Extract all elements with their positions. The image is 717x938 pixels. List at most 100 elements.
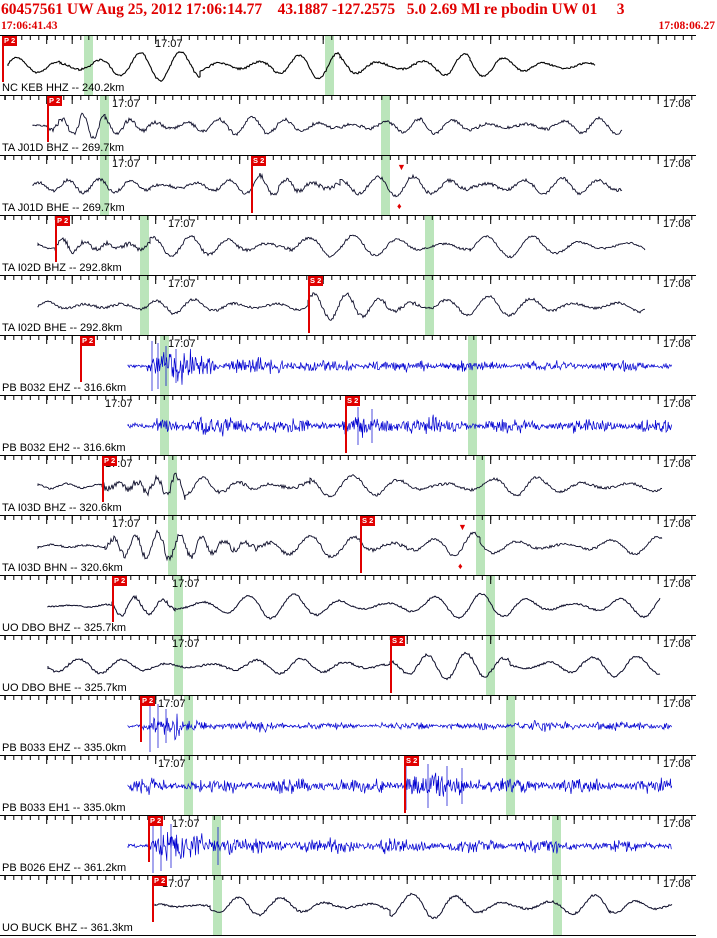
seismogram-panel[interactable]: 17:07 17:08 TA I02D BHE -- 292.8km S 2 — [0, 275, 696, 335]
station-label: TA I03D BHZ -- 320.6km — [2, 502, 122, 514]
phase-pick-flag[interactable]: P 2 — [148, 816, 164, 826]
phase-pick-flag[interactable]: P 2 — [47, 96, 63, 106]
waveform-trace[interactable] — [0, 696, 695, 755]
predicted-arrival-band — [100, 156, 109, 215]
waveform-trace[interactable] — [0, 456, 695, 515]
phase-pick-flag[interactable]: S 2 — [345, 396, 361, 406]
seismogram-panel[interactable]: 17:07 17:08 TA I03D BHN -- 320.6km S 2 ▼ ♦ — [0, 515, 696, 575]
seismogram-panel[interactable]: 17:07 17:08 UO BUCK BHZ -- 361.3km P 2 — [0, 875, 696, 935]
waveform-trace[interactable] — [0, 816, 695, 875]
phase-pick-line[interactable] — [404, 756, 406, 813]
window-end-time: 17:08:06.27 — [658, 20, 715, 32]
waveform-trace[interactable] — [0, 36, 695, 95]
phase-pick-flag[interactable]: P 2 — [152, 876, 168, 886]
phase-pick-flag[interactable]: S 2 — [360, 516, 376, 526]
station-label: PB B033 EH1 -- 335.0km — [2, 802, 126, 814]
time-label-left: 17:07 — [168, 278, 196, 290]
phase-pick-line[interactable] — [47, 96, 49, 142]
station-label: PB B026 EHZ -- 361.2km — [2, 862, 127, 874]
phase-pick-line[interactable] — [80, 336, 82, 382]
predicted-arrival-band — [100, 96, 109, 155]
predicted-arrival-band — [84, 36, 93, 95]
predicted-arrival-band — [476, 456, 485, 515]
phase-pick-flag[interactable]: P 2 — [80, 336, 96, 346]
time-label-left: 17:07 — [172, 818, 200, 830]
time-label-left: 17:07 — [172, 638, 200, 650]
phase-pick-line[interactable] — [390, 636, 392, 693]
seismogram-panel[interactable]: 17:07 17:08 TA I02D BHZ -- 292.8km P 2 — [0, 215, 696, 275]
seismogram-panel[interactable]: 17:07 17:08 PB B033 EH1 -- 335.0km S 2 — [0, 755, 696, 815]
phase-pick-line[interactable] — [140, 696, 142, 742]
time-label-right: 17:08 — [663, 578, 691, 590]
time-label-right: 17:08 — [663, 758, 691, 770]
time-label-left: 17:07 — [112, 98, 140, 110]
station-label: UO DBO BHE -- 325.7km — [2, 682, 127, 694]
waveform-trace[interactable] — [0, 636, 695, 695]
waveform-trace[interactable] — [0, 576, 695, 635]
waveform-trace[interactable] — [0, 336, 695, 395]
amplitude-mark-icon: ♦ — [397, 201, 402, 211]
waveform-trace[interactable] — [0, 156, 695, 215]
phase-pick-line[interactable] — [251, 156, 253, 213]
seismogram-panel[interactable]: 17:07 17:08 TA J01D BHZ -- 269.7km P 2 — [0, 95, 696, 155]
phase-pick-line[interactable] — [112, 576, 114, 622]
predicted-arrival-band — [168, 456, 177, 515]
seismogram-panel[interactable]: 17:07 NC KEB HHZ -- 240.2km P 2 — [0, 35, 696, 95]
phase-pick-flag[interactable]: P 2 — [102, 456, 118, 466]
time-label-left: 17:07 — [158, 758, 186, 770]
phase-pick-line[interactable] — [152, 876, 154, 922]
seismogram-panel[interactable]: 17:07 17:08 PB B032 EHZ -- 316.6km P 2 — [0, 335, 696, 395]
window-start-time: 17:06:41.43 — [1, 20, 58, 32]
time-label-left: 17:07 — [168, 338, 196, 350]
predicted-arrival-band — [506, 696, 515, 755]
phase-pick-line[interactable] — [2, 36, 4, 82]
phase-pick-line[interactable] — [55, 216, 57, 262]
seismogram-panel[interactable]: 17:07 17:08 UO DBO BHZ -- 325.7km P 2 — [0, 575, 696, 635]
waveform-trace[interactable] — [0, 516, 695, 575]
phase-pick-line[interactable] — [148, 816, 150, 862]
predicted-arrival-band — [553, 876, 562, 935]
phase-pick-line[interactable] — [308, 276, 310, 333]
seismogram-panel[interactable]: 17:07 17:08 TA I03D BHZ -- 320.6km P 2 — [0, 455, 696, 515]
phase-pick-flag[interactable]: P 2 — [140, 696, 156, 706]
phase-pick-flag[interactable]: P 2 — [2, 36, 18, 46]
seismogram-panel[interactable]: 17:07 17:08 TA J01D BHE -- 269.7km S 2 ▼ ♦ — [0, 155, 696, 215]
phase-pick-line[interactable] — [345, 396, 347, 453]
time-label-left: 17:07 — [168, 218, 196, 230]
predicted-arrival-band — [381, 96, 390, 155]
predicted-arrival-band — [174, 576, 183, 635]
event-header: 60457561 UW Aug 25, 2012 17:06:14.77 43.… — [1, 1, 625, 18]
phase-pick-flag[interactable]: S 2 — [251, 156, 267, 166]
time-label-right: 17:08 — [663, 158, 691, 170]
phase-pick-line[interactable] — [360, 516, 362, 573]
waveform-trace[interactable] — [0, 216, 695, 275]
time-label-right: 17:08 — [663, 638, 691, 650]
phase-pick-flag[interactable]: P 2 — [112, 576, 128, 586]
station-label: PB B032 EH2 -- 316.6km — [2, 442, 126, 454]
seismogram-panel[interactable]: 17:07 17:08 UO DBO BHE -- 325.7km S 2 — [0, 635, 696, 695]
station-label: TA I02D BHZ -- 292.8km — [2, 262, 122, 274]
phase-pick-line[interactable] — [102, 456, 104, 502]
seismogram-panel[interactable]: 17:07 17:08 PB B032 EH2 -- 316.6km S 2 — [0, 395, 696, 455]
amplitude-mark-icon: ▼ — [397, 162, 406, 172]
time-label-left: 17:07 — [155, 38, 183, 50]
predicted-arrival-band — [213, 876, 222, 935]
predicted-arrival-band — [506, 756, 515, 815]
phase-pick-flag[interactable]: S 2 — [404, 756, 420, 766]
predicted-arrival-band — [486, 576, 495, 635]
seismogram-panel[interactable]: 17:07 17:08 PB B026 EHZ -- 361.2km P 2 — [0, 815, 696, 875]
phase-pick-flag[interactable]: S 2 — [308, 276, 324, 286]
waveform-trace[interactable] — [0, 96, 695, 155]
waveform-trace[interactable] — [0, 276, 695, 335]
waveform-trace[interactable] — [0, 876, 695, 935]
waveform-trace[interactable] — [0, 396, 695, 455]
phase-pick-flag[interactable]: P 2 — [55, 216, 71, 226]
panel-list: 17:07 NC KEB HHZ -- 240.2km P 2 17:07 17… — [0, 35, 696, 936]
amplitude-mark-icon: ♦ — [458, 561, 463, 571]
waveform-trace[interactable] — [0, 756, 695, 815]
time-label-left: 17:07 — [105, 398, 133, 410]
predicted-arrival-band — [174, 636, 183, 695]
phase-pick-flag[interactable]: S 2 — [390, 636, 406, 646]
seismogram-panel[interactable]: 17:07 17:08 PB B033 EHZ -- 335.0km P 2 — [0, 695, 696, 755]
